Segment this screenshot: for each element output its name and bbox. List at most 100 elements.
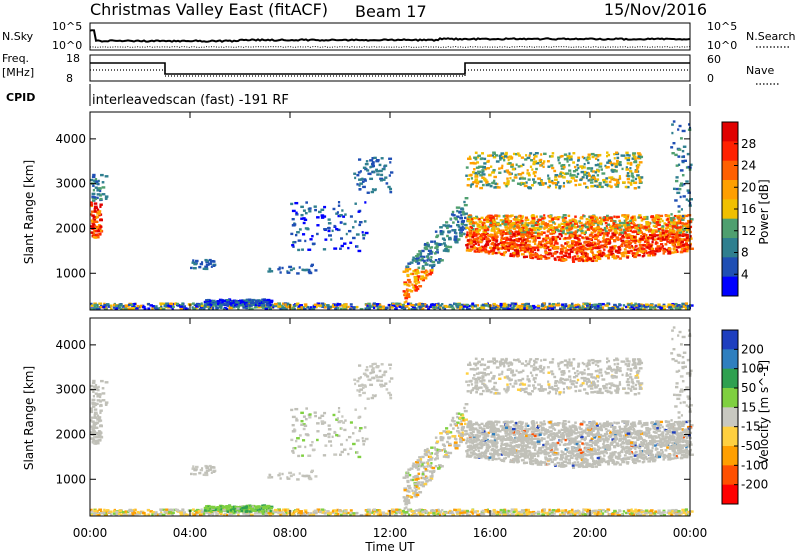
power-cell	[478, 247, 482, 249]
power-cell	[475, 185, 478, 187]
power-cell	[323, 228, 327, 230]
colorbar-tick-label: 28	[741, 137, 756, 151]
power-cell	[475, 174, 477, 176]
power-cell	[346, 233, 348, 235]
y-tick-label: 4000	[55, 132, 86, 146]
power-cell	[453, 238, 457, 240]
power-cell	[687, 153, 690, 155]
power-cell	[534, 155, 538, 157]
power-cell	[318, 211, 322, 213]
power-cell	[426, 242, 428, 244]
power-cell	[614, 226, 617, 228]
power-cell	[674, 199, 677, 201]
power-cell	[381, 157, 384, 159]
power-cell	[482, 173, 485, 175]
power-cell	[423, 260, 426, 262]
power-cell	[563, 166, 566, 168]
power-cell	[477, 155, 481, 157]
power-cell	[637, 229, 639, 231]
power-cell	[631, 175, 634, 177]
power-cell	[421, 305, 424, 307]
power-cell	[631, 172, 634, 174]
power-cell	[591, 167, 593, 169]
power-cell	[500, 303, 503, 305]
power-cell	[352, 306, 355, 308]
power-cell	[623, 304, 625, 306]
power-cell	[281, 267, 283, 269]
power-cell	[564, 303, 567, 305]
power-cell	[562, 219, 566, 221]
power-cell	[581, 171, 585, 173]
power-cell	[621, 154, 623, 156]
power-cell	[609, 249, 612, 251]
power-cell	[101, 193, 105, 195]
power-cell	[468, 216, 472, 218]
power-cell	[511, 307, 515, 309]
power-cell	[575, 184, 578, 186]
power-cell	[469, 223, 473, 225]
power-cell	[460, 227, 463, 229]
power-cell	[525, 226, 528, 228]
power-cell	[466, 166, 469, 168]
power-cell	[373, 302, 376, 304]
power-cell	[190, 267, 193, 269]
power-cell	[554, 182, 557, 184]
power-cell	[404, 283, 407, 285]
power-cell	[511, 241, 514, 243]
power-cell	[626, 256, 629, 258]
power-cell	[459, 211, 461, 213]
power-cell	[532, 249, 534, 251]
power-cell	[602, 303, 605, 305]
power-cell	[667, 252, 671, 254]
power-cell	[677, 148, 681, 150]
freq-tick-bottom: 8	[66, 72, 73, 85]
power-cell	[543, 166, 545, 168]
power-cell	[672, 230, 676, 232]
power-cell	[535, 168, 538, 170]
power-cell	[530, 166, 532, 168]
power-cell	[340, 221, 342, 223]
power-cell	[606, 254, 608, 256]
power-cell	[683, 146, 687, 148]
power-cell	[480, 158, 483, 160]
power-cell	[504, 237, 506, 239]
power-cell	[461, 223, 464, 225]
power-cell	[426, 274, 429, 276]
power-cell	[568, 228, 572, 230]
power-cell	[576, 251, 578, 253]
power-cell	[577, 167, 579, 169]
power-cell	[683, 223, 686, 225]
velocity-cell	[151, 513, 153, 515]
power-cell	[432, 306, 435, 308]
power-cell	[514, 176, 518, 178]
power-cell	[406, 270, 408, 272]
power-cell	[302, 233, 305, 235]
power-cell	[424, 247, 428, 249]
power-cell	[459, 306, 462, 308]
power-cell	[638, 176, 641, 178]
power-cell	[618, 226, 621, 228]
velocity-cell	[322, 511, 324, 513]
power-cell	[365, 232, 369, 234]
power-cell	[619, 161, 622, 163]
power-cell	[512, 179, 515, 181]
power-cell	[670, 213, 672, 215]
power-cell	[657, 224, 661, 226]
power-cell	[627, 162, 630, 164]
velocity-cell	[307, 512, 309, 514]
power-cell	[437, 261, 441, 263]
power-cell	[155, 305, 158, 307]
power-cell	[627, 178, 630, 180]
power-cell	[523, 231, 526, 233]
power-cell	[329, 306, 332, 308]
power-cell	[634, 160, 637, 162]
power-cell	[480, 306, 483, 308]
power-cell	[514, 249, 517, 251]
power-cell	[503, 254, 505, 256]
power-cell	[539, 256, 543, 258]
power-cell	[524, 185, 528, 187]
power-cell	[516, 306, 519, 308]
power-cell	[665, 230, 669, 232]
power-cell	[578, 238, 581, 240]
power-cell	[549, 239, 552, 241]
